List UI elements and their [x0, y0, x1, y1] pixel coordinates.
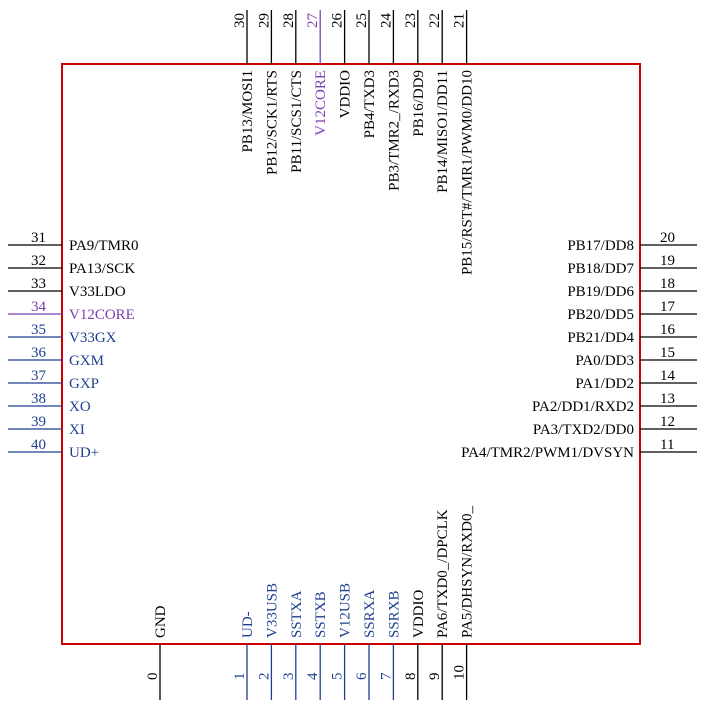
pin-label-37: GXP [69, 376, 99, 392]
pin-label-27: V12CORE [313, 70, 329, 136]
pin-label-17: PB20/DD5 [567, 307, 634, 323]
pin-number-31: 31 [31, 230, 46, 246]
pin-number-10: 10 [452, 665, 468, 680]
pin-number-24: 24 [378, 13, 394, 29]
pin-number-14: 14 [660, 368, 676, 384]
pin-label-24: PB3/TMR2_/RXD3 [386, 70, 402, 191]
pin-label-12: PA3/TXD2/DD0 [533, 422, 634, 438]
pin-number-33: 33 [31, 276, 46, 292]
pin-label-19: PB18/DD7 [567, 261, 634, 277]
pin-number-2: 2 [256, 673, 272, 681]
pin-label-1: UD- [240, 611, 256, 638]
pin-number-21: 21 [452, 13, 468, 28]
pin-number-40: 40 [31, 437, 46, 453]
pin-label-39: XI [69, 422, 85, 438]
pin-label-9: PA6/TXD0_/DPCLK [435, 509, 451, 638]
pin-number-30: 30 [232, 13, 248, 28]
pin-label-8: VDDIO [411, 590, 427, 638]
pin-number-8: 8 [403, 673, 419, 681]
pin-number-25: 25 [354, 13, 370, 28]
pin-number-34: 34 [31, 299, 47, 315]
pin-label-23: PB16/DD9 [411, 70, 427, 137]
pin-label-3: SSTXA [289, 590, 305, 638]
pin-label-34: V12CORE [69, 307, 135, 323]
pin-number-26: 26 [330, 13, 346, 29]
pin-number-29: 29 [256, 13, 272, 28]
pin-label-6: SSRXA [362, 589, 378, 638]
pin-number-37: 37 [31, 368, 47, 384]
pin-number-23: 23 [403, 13, 419, 28]
pin-label-13: PA2/DD1/RXD2 [532, 399, 634, 415]
pin-number-38: 38 [31, 391, 46, 407]
pin-label-5: V12USB [338, 583, 354, 638]
pin-label-18: PB19/DD6 [567, 284, 634, 300]
pin-label-40: UD+ [69, 445, 99, 461]
pin-label-26: VDDIO [338, 70, 354, 118]
pin-number-22: 22 [427, 13, 443, 28]
pin-label-28: PB11/SCS1/CTS [289, 70, 305, 173]
pin-number-18: 18 [660, 276, 675, 292]
pin-number-32: 32 [31, 253, 46, 269]
pin-label-32: PA13/SCK [69, 261, 135, 277]
pin-number-28: 28 [281, 13, 297, 28]
pin-number-15: 15 [660, 345, 675, 361]
pin-number-17: 17 [660, 299, 676, 315]
pin-number-13: 13 [660, 391, 675, 407]
pin-number-9: 9 [427, 673, 443, 681]
pin-label-33: V33LDO [69, 284, 126, 300]
pin-label-36: GXM [69, 353, 104, 369]
pin-label-25: PB4/TXD3 [362, 70, 378, 138]
pin-label-10: PA5/DHSYN/RXD0_ [460, 506, 476, 638]
pin-label-2: V33USB [264, 583, 280, 638]
pin-number-27: 27 [305, 13, 321, 29]
pin-number-5: 5 [330, 673, 346, 681]
pin-number-7: 7 [378, 672, 394, 680]
pin-number-39: 39 [31, 414, 46, 430]
pin-label-29: PB12/SCK1/RTS [264, 70, 280, 175]
pin-number-16: 16 [660, 322, 676, 338]
pin-number-11: 11 [660, 437, 674, 453]
pin-label-20: PB17/DD8 [567, 238, 634, 254]
pin-number-3: 3 [281, 673, 297, 681]
pin-label-16: PB21/DD4 [567, 330, 634, 346]
pin-number-36: 36 [31, 345, 47, 361]
pin-label-11: PA4/TMR2/PWM1/DVSYN [461, 445, 634, 461]
pin-label-0: GND [153, 605, 169, 638]
pin-number-20: 20 [660, 230, 675, 246]
pin-number-0: 0 [145, 673, 161, 681]
chip-body-outline [61, 63, 641, 645]
pin-label-21: PB15/RST#/TMR1/PWM0/DD10 [460, 70, 476, 275]
pin-label-15: PA0/DD3 [575, 353, 634, 369]
pin-label-22: PB14/MISO1/DD11 [435, 70, 451, 193]
pin-label-4: SSTXB [313, 591, 329, 638]
pin-label-7: SSRXB [386, 590, 402, 638]
pin-number-6: 6 [354, 672, 370, 680]
pin-number-1: 1 [232, 673, 248, 681]
pin-label-31: PA9/TMR0 [69, 238, 138, 254]
pin-label-14: PA1/DD2 [575, 376, 634, 392]
pin-label-38: XO [69, 399, 91, 415]
pin-number-12: 12 [660, 414, 675, 430]
pin-label-30: PB13/MOSI1 [240, 70, 256, 153]
pin-number-4: 4 [305, 672, 321, 680]
pin-number-19: 19 [660, 253, 675, 269]
pin-label-35: V33GX [69, 330, 117, 346]
pin-number-35: 35 [31, 322, 46, 338]
